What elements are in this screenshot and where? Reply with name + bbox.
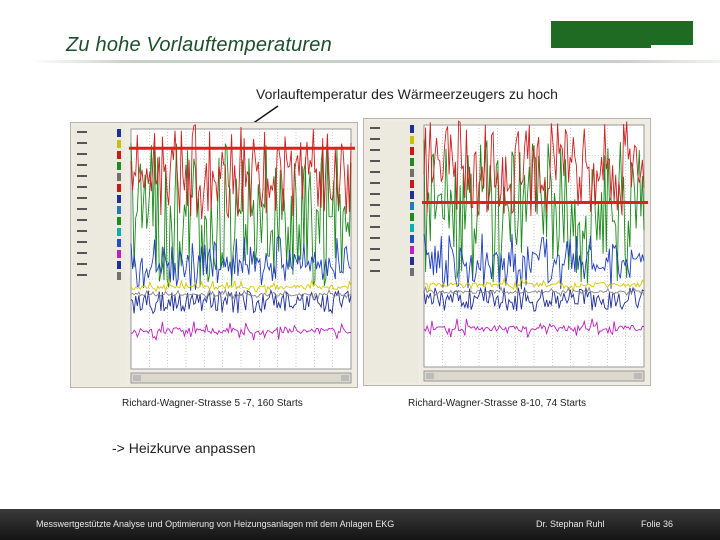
- legend-swatch: [117, 162, 121, 170]
- legend-entry: [77, 230, 87, 232]
- legend-entry: [77, 197, 87, 199]
- legend-swatch: [117, 195, 121, 203]
- trace-line: [423, 276, 645, 292]
- legend-swatch: [410, 136, 414, 144]
- legend-swatch: [410, 246, 414, 254]
- footer-page-number: Folie 36: [641, 519, 674, 529]
- scroll-right-arrow: [634, 373, 642, 379]
- trace-line: [130, 124, 352, 220]
- legend-swatch: [410, 202, 414, 210]
- legend-swatch: [117, 173, 121, 181]
- legend-entry: [370, 270, 380, 272]
- legend-swatch: [117, 228, 121, 236]
- chart-left-canvas: [73, 124, 355, 385]
- scroll-right-arrow: [341, 375, 349, 381]
- legend-entry: [77, 164, 87, 166]
- scroll-left-arrow: [133, 375, 141, 381]
- legend-entry: [370, 248, 380, 250]
- legend-swatch: [117, 151, 121, 159]
- legend-swatch: [410, 125, 414, 133]
- legend-entry: [370, 226, 380, 228]
- trace-line: [423, 120, 645, 217]
- legend-entry: [370, 193, 380, 195]
- legend-entry: [77, 274, 87, 276]
- legend-entry: [77, 252, 87, 254]
- legend-entry: [77, 263, 87, 265]
- trace-line: [130, 288, 352, 301]
- legend-entry: [370, 127, 380, 129]
- legend-swatch: [410, 169, 414, 177]
- legend-swatch: [410, 158, 414, 166]
- legend-swatch: [117, 261, 121, 269]
- legend-swatch: [410, 213, 414, 221]
- footer-author: Dr. Stephan Ruhl: [536, 519, 605, 529]
- legend-swatch: [410, 191, 414, 199]
- legend-entry: [370, 204, 380, 206]
- chart-screenshot-left: [70, 122, 358, 388]
- legend-entry: [77, 153, 87, 155]
- legend-entry: [77, 142, 87, 144]
- legend-swatch: [117, 140, 121, 148]
- legend-entry: [370, 215, 380, 217]
- legend-swatch: [117, 239, 121, 247]
- action-note: -> Heizkurve anpassen: [112, 440, 256, 456]
- legend-area: [366, 121, 418, 383]
- legend-entry: [370, 182, 380, 184]
- legend-swatch: [410, 257, 414, 265]
- legend-swatch: [410, 224, 414, 232]
- trace-line: [423, 286, 645, 312]
- legend-swatch: [117, 206, 121, 214]
- trace-line: [423, 318, 645, 338]
- trace-line: [130, 321, 352, 342]
- trace-line: [130, 235, 352, 291]
- brand-logo: [551, 21, 693, 48]
- chart-scrollbar: [130, 372, 352, 384]
- legend-swatch: [117, 272, 121, 280]
- chart-right-canvas: [366, 120, 648, 383]
- annotation-text: Vorlauftemperatur des Wärmeerzeugers zu …: [256, 86, 558, 102]
- legend-swatch: [410, 268, 414, 276]
- chart-caption-left: Richard-Wagner-Strasse 5 -7, 160 Starts: [122, 398, 303, 409]
- legend-swatch: [410, 235, 414, 243]
- footer-title: Messwertgestützte Analyse und Optimierun…: [36, 519, 395, 529]
- trace-line: [423, 233, 645, 290]
- slide-title: Zu hohe Vorlauftemperaturen: [66, 34, 332, 56]
- legend-entry: [370, 259, 380, 261]
- legend-entry: [77, 175, 87, 177]
- legend-entry: [77, 186, 87, 188]
- legend-entry: [370, 160, 380, 162]
- trace-line: [130, 279, 352, 294]
- footer-bar: Messwertgestützte Analyse und Optimierun…: [0, 509, 720, 540]
- legend-entry: [77, 131, 87, 133]
- legend-entry: [370, 171, 380, 173]
- legend-area: [73, 125, 125, 385]
- legend-entry: [77, 208, 87, 210]
- trace-line: [130, 143, 352, 288]
- chart-scrollbar: [423, 370, 645, 382]
- legend-swatch: [117, 217, 121, 225]
- legend-swatch: [410, 147, 414, 155]
- legend-entry: [370, 138, 380, 140]
- legend-entry: [370, 149, 380, 151]
- title-divider: [30, 60, 720, 63]
- legend-entry: [77, 219, 87, 221]
- legend-entry: [370, 237, 380, 239]
- chart-caption-right: Richard-Wagner-Strasse 8-10, 74 Starts: [408, 398, 587, 409]
- legend-swatch: [410, 180, 414, 188]
- chart-screenshot-right: [363, 118, 651, 386]
- legend-swatch: [117, 129, 121, 137]
- legend-swatch: [117, 250, 121, 258]
- legend-swatch: [117, 184, 121, 192]
- trace-line: [130, 288, 352, 315]
- trace-line: [423, 285, 645, 299]
- scroll-left-arrow: [426, 373, 434, 379]
- legend-entry: [77, 241, 87, 243]
